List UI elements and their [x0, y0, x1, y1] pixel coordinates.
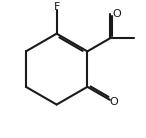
Text: O: O [109, 97, 118, 107]
Text: O: O [113, 9, 121, 19]
Text: F: F [53, 2, 60, 12]
